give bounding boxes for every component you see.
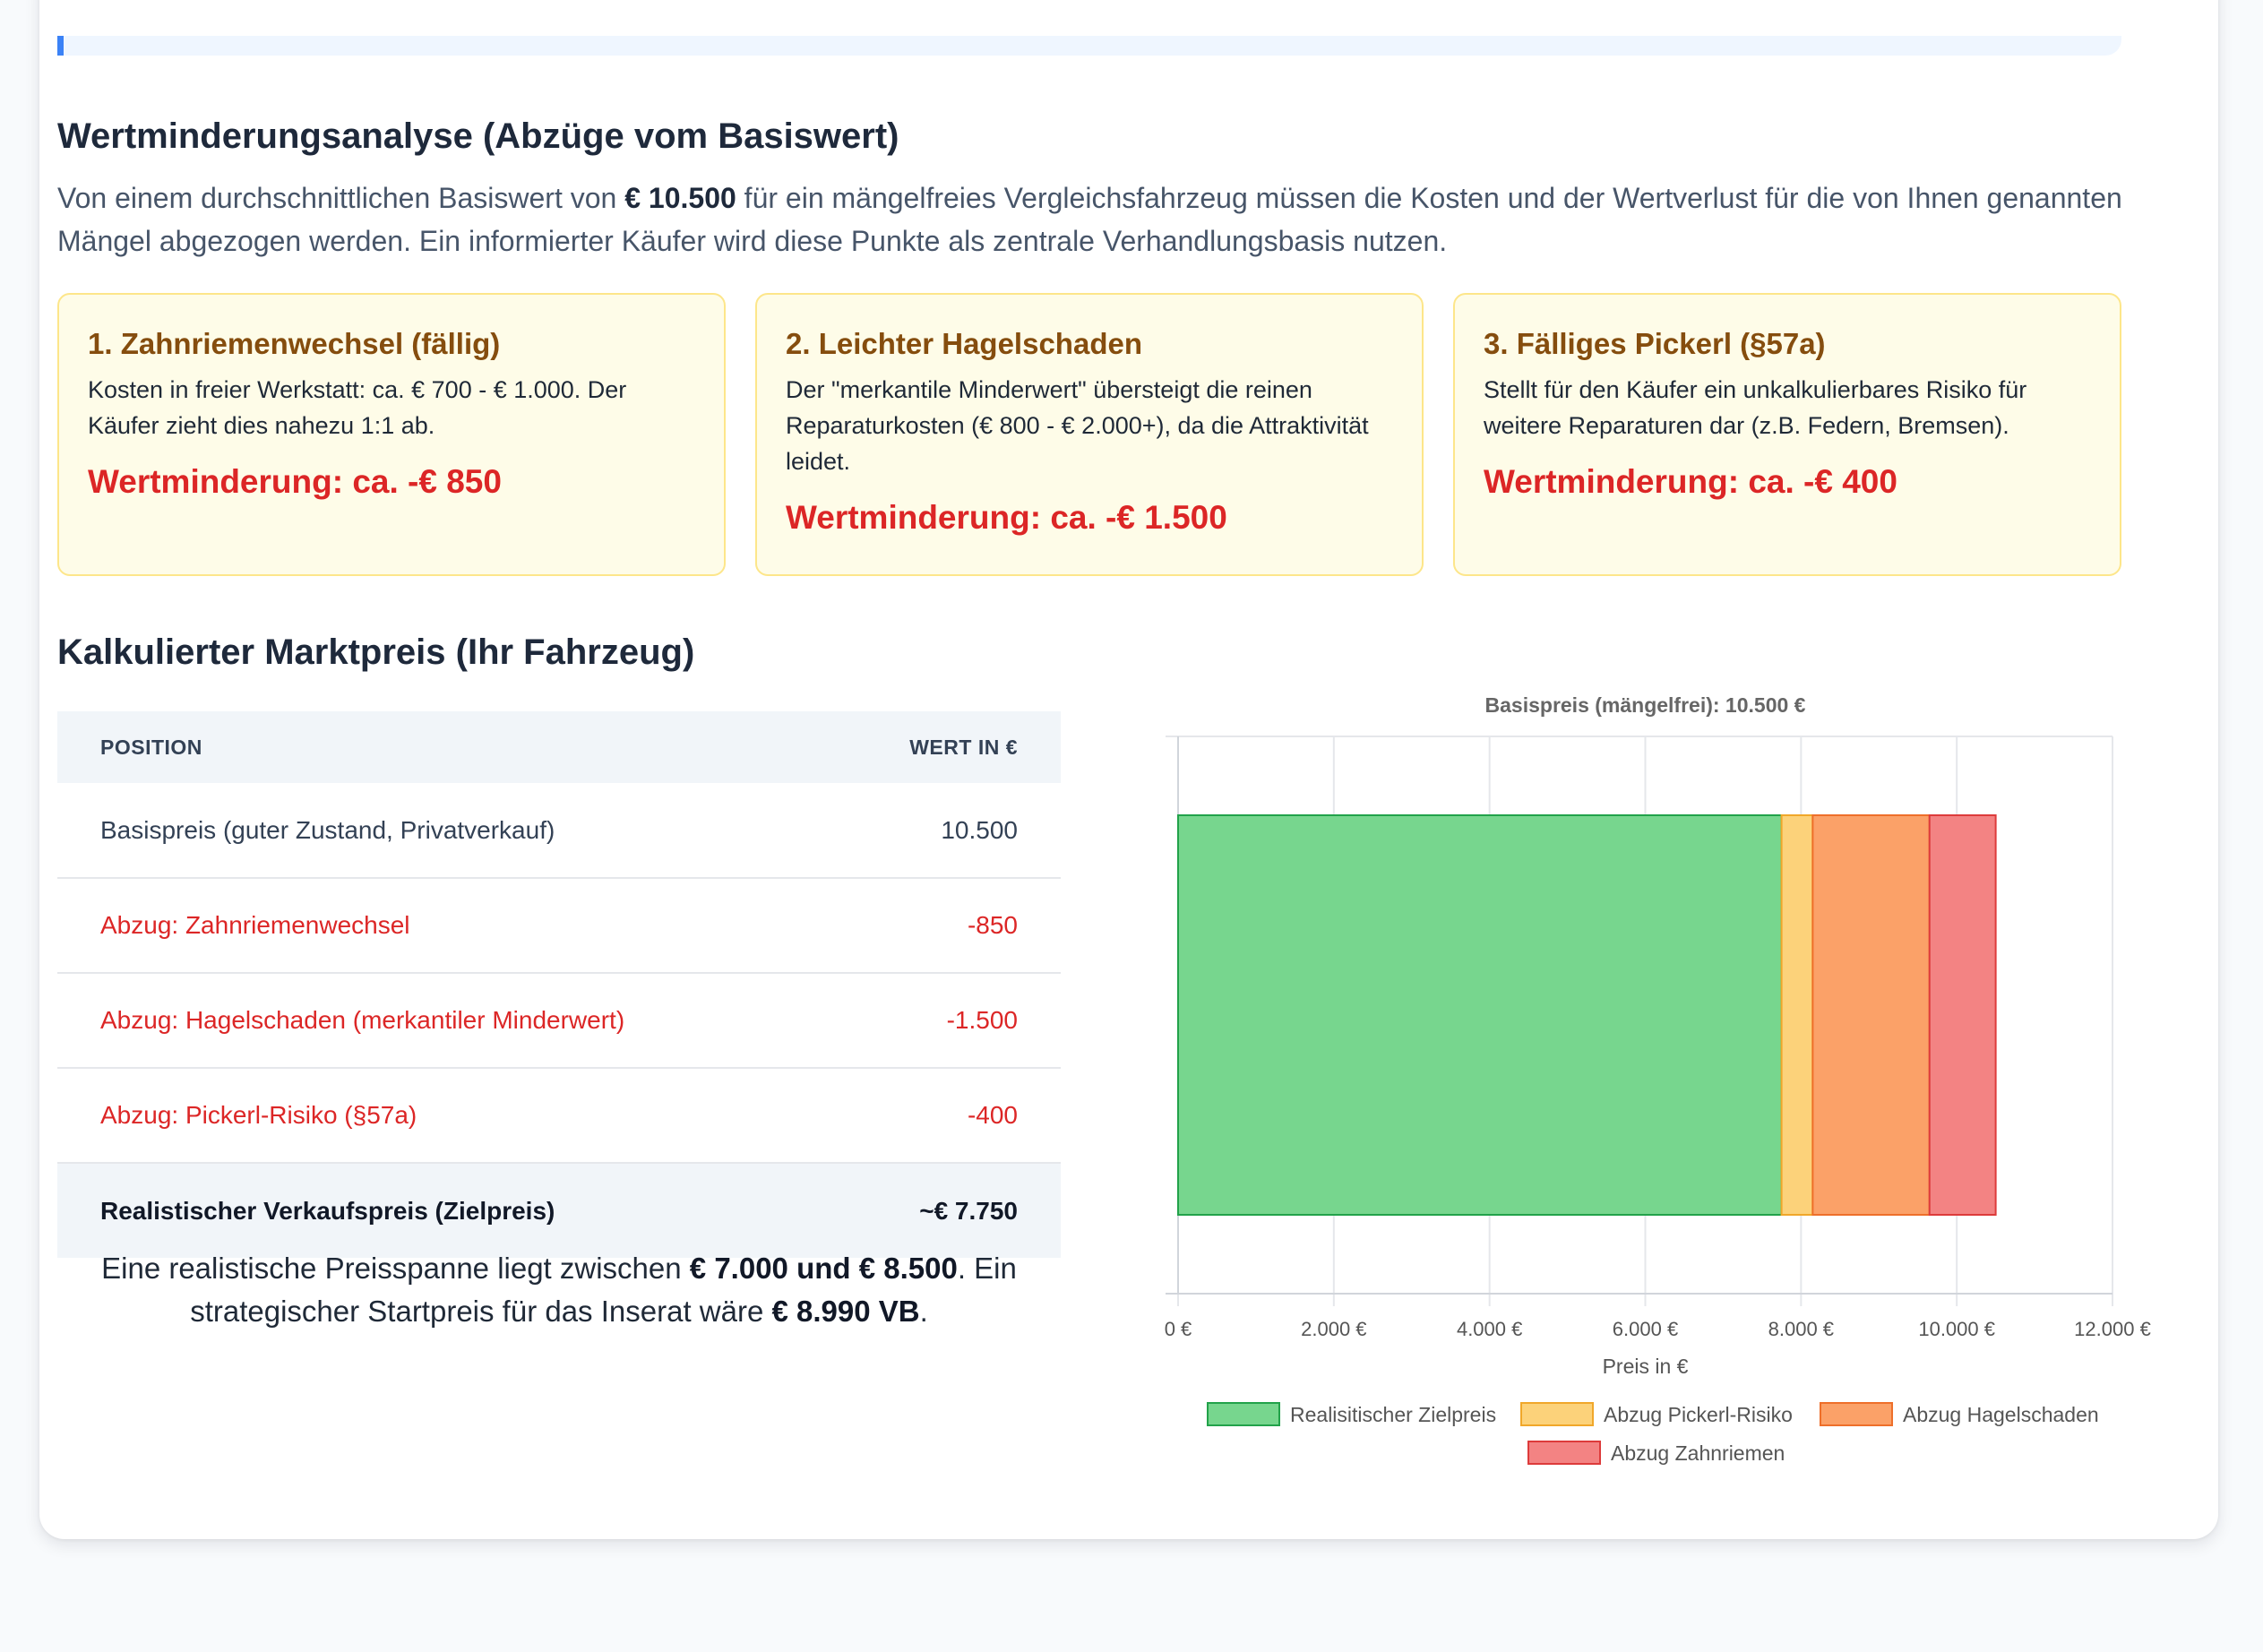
defect-title: 1. Zahnriemenwechsel (fällig): [88, 327, 501, 360]
row-label: Abzug: Hagelschaden (merkantiler Minderw…: [57, 973, 850, 1069]
x-tick-label: 10.000 €: [1918, 1318, 1995, 1340]
range-text: Eine realistische Preisspanne liegt zwis…: [101, 1252, 690, 1285]
legend-label: Abzug Hagelschaden: [1903, 1403, 2099, 1426]
legend-swatch: [1527, 1441, 1601, 1465]
column-header-value: Wert in €: [849, 711, 1061, 783]
range-text-end: .: [919, 1295, 928, 1328]
row-label: Abzug: Zahnriemenwechsel: [57, 878, 850, 974]
defect-card-timing-belt: 1. Zahnriemenwechsel (fällig) Kosten in …: [57, 293, 726, 576]
defect-description: Stellt für den Käufer ein unkalkulierbar…: [1484, 376, 2027, 439]
legend-label: Realisitischer Zielpreis: [1290, 1403, 1496, 1426]
legend-swatch: [1520, 1402, 1594, 1426]
total-value: ~€ 7.750: [849, 1163, 1061, 1258]
base-value: € 10.500: [624, 182, 736, 214]
row-value: -850: [849, 878, 1061, 974]
x-axis-title: Preis in €: [1603, 1355, 1689, 1378]
chart-title: Basispreis (mängelfrei): 10.500 €: [1485, 693, 1806, 717]
x-tick-label: 8.000 €: [1768, 1318, 1834, 1340]
x-tick-label: 2.000 €: [1301, 1318, 1366, 1340]
defect-card-hail: 2. Leichter Hagelschaden Der "merkantile…: [755, 293, 1424, 576]
defect-title: 2. Leichter Hagelschaden: [786, 327, 1142, 360]
table-row: Abzug: Zahnriemenwechsel -850: [57, 878, 1061, 974]
total-row: Realistischer Verkaufspreis (Zielpreis) …: [57, 1163, 1061, 1258]
legend-swatch: [1207, 1402, 1280, 1426]
bar-segment: [1177, 814, 1783, 1216]
row-label: Basispreis (guter Zustand, Privatverkauf…: [57, 783, 850, 879]
defect-loss: Wertminderung: ca. -€ 850: [88, 463, 502, 500]
defect-loss: Wertminderung: ca. -€ 1.500: [786, 499, 1227, 536]
row-value: -1.500: [849, 973, 1061, 1069]
defect-description: Der "merkantile Minderwert" übersteigt d…: [786, 376, 1369, 475]
price-range-note: Eine realistische Preisspanne liegt zwis…: [57, 1247, 1061, 1333]
price-breakdown-chart: 0 € 2.000 € 4.000 € 6.000 € 8.000 € 10.000 € 1…: [1165, 693, 2151, 1465]
defect-card-inspection: 3. Fälliges Pickerl (§57a) Stellt für de…: [1453, 293, 2121, 576]
row-value: 10.500: [849, 783, 1061, 879]
defect-title: 3. Fälliges Pickerl (§57a): [1484, 327, 1826, 360]
bar-segment: [1811, 814, 1931, 1216]
intro-text: Von einem durchschnittlichen Basiswert v…: [57, 182, 625, 214]
defect-description: Kosten in freier Werkstatt: ca. € 700 - …: [88, 376, 627, 439]
bar-segment: [1780, 814, 1814, 1216]
x-tick-label: 0 €: [1165, 1318, 1192, 1340]
range-value: € 7.000 und € 8.500: [689, 1252, 958, 1285]
row-label: Abzug: Pickerl-Risiko (§57a): [57, 1068, 850, 1164]
table-row: Basispreis (guter Zustand, Privatverkauf…: [57, 783, 1061, 879]
x-tick-label: 4.000 €: [1457, 1318, 1522, 1340]
total-label: Realistischer Verkaufspreis (Zielpreis): [57, 1163, 850, 1258]
analysis-heading: Wertminderungsanalyse (Abzüge vom Basisw…: [57, 116, 899, 156]
legend-swatch: [1820, 1402, 1893, 1426]
price-table: Position Wert in € Basispreis (guter Zus…: [57, 711, 1061, 1258]
table-header-row: Position Wert in €: [57, 711, 1061, 783]
x-tick-label: 6.000 €: [1613, 1318, 1678, 1340]
bar-segment: [1928, 814, 1997, 1216]
table-row: Abzug: Pickerl-Risiko (§57a) -400: [57, 1068, 1061, 1164]
range-text-middle: . Ein strategischer Startpreis für das I…: [190, 1252, 1017, 1328]
legend-label: Abzug Zahnriemen: [1611, 1441, 1785, 1465]
table-row: Abzug: Hagelschaden (merkantiler Minderw…: [57, 973, 1061, 1069]
info-callout: [57, 36, 2121, 56]
defect-loss: Wertminderung: ca. -€ 400: [1484, 463, 1897, 500]
defect-cards: 1. Zahnriemenwechsel (fällig) Kosten in …: [57, 293, 2121, 576]
row-value: -400: [849, 1068, 1061, 1164]
legend-label: Abzug Pickerl-Risiko: [1604, 1403, 1793, 1426]
market-heading: Kalkulierter Marktpreis (Ihr Fahrzeug): [57, 632, 695, 672]
x-tick-label: 12.000 €: [2074, 1318, 2151, 1340]
intro-text-rest: für ein mängelfreies Vergleichsfahrzeug …: [57, 182, 2122, 257]
start-price: € 8.990 VB: [771, 1295, 920, 1328]
analysis-intro: Von einem durchschnittlichen Basiswert v…: [57, 176, 2136, 262]
column-header-position: Position: [57, 711, 850, 783]
